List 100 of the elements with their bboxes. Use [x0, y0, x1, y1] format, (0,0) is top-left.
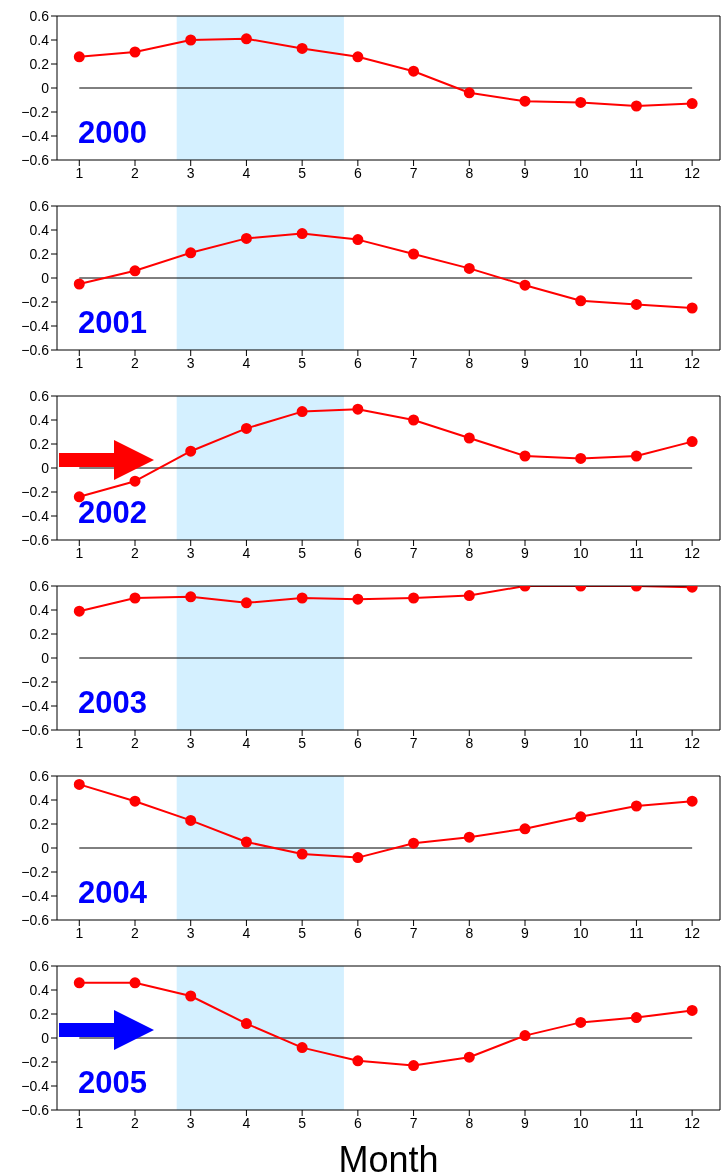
x-tick-label: 3: [186, 924, 195, 941]
y-tick-label: −0.2: [21, 1053, 50, 1070]
x-tick-label: 8: [465, 164, 474, 181]
x-tick-label: 9: [521, 354, 530, 371]
x-tick-label: 10: [572, 544, 589, 561]
y-tick-label: −0.6: [21, 341, 50, 358]
x-tick-label: 12: [684, 1114, 701, 1131]
y-tick-label: 0: [41, 1029, 50, 1046]
y-tick-label: 0.4: [29, 981, 50, 998]
y-tick-label: 0.2: [29, 435, 50, 452]
y-tick-label: 0.2: [29, 55, 50, 72]
y-tick-label: −0.2: [21, 863, 50, 880]
y-tick-label: −0.2: [21, 673, 50, 690]
x-tick-label: 11: [629, 734, 644, 751]
annotation: 2002: [78, 495, 147, 531]
x-tick-label: 5: [298, 354, 307, 371]
y-tick-label: −0.2: [21, 483, 50, 500]
x-tick-label: 1: [75, 164, 84, 181]
y-tick-label: 0.4: [29, 791, 50, 808]
x-tick-label: 6: [353, 354, 362, 371]
y-tick-label: 0: [41, 649, 50, 666]
x-tick-label: 7: [409, 1114, 418, 1131]
y-tick-label: 0.2: [29, 1005, 50, 1022]
y-tick-label: −0.4: [21, 887, 50, 904]
y-tick-label: 0: [41, 459, 50, 476]
x-tick-label: 12: [684, 544, 701, 561]
x-tick-label: 4: [242, 354, 251, 371]
x-axis-title: Month: [338, 1139, 439, 1173]
y-tick-label: 0.2: [29, 815, 50, 832]
x-tick-label: 5: [298, 164, 307, 181]
x-tick-label: 6: [353, 924, 362, 941]
x-tick-label: 2: [131, 164, 140, 181]
x-tick-label: 2: [131, 734, 140, 751]
x-tick-label: 4: [242, 924, 251, 941]
y-tick-label: 0.6: [29, 767, 50, 784]
x-tick-label: 12: [684, 734, 701, 751]
y-tick-label: −0.6: [21, 911, 50, 928]
x-tick-label: 4: [242, 164, 251, 181]
y-tick-label: 0.6: [29, 197, 50, 214]
y-tick-label: −0.4: [21, 1077, 50, 1094]
y-tick-label: −0.4: [21, 127, 50, 144]
x-tick-label: 8: [465, 354, 474, 371]
x-tick-label: 10: [572, 1114, 589, 1131]
y-tick-label: 0.2: [29, 245, 50, 262]
x-tick-label: 5: [298, 924, 307, 941]
y-tick-label: 0: [41, 79, 50, 96]
x-tick-label: 6: [353, 164, 362, 181]
x-tick-label: 12: [684, 924, 701, 941]
y-tick-label: 0.4: [29, 601, 50, 618]
x-tick-label: 8: [465, 734, 474, 751]
y-tick-label: 0: [41, 269, 50, 286]
x-tick-label: 5: [298, 544, 307, 561]
annotation: 2005: [78, 1065, 147, 1101]
x-tick-label: 9: [521, 734, 530, 751]
x-tick-label: 11: [629, 354, 644, 371]
x-tick-label: 7: [409, 544, 418, 561]
y-tick-label: 0.4: [29, 221, 50, 238]
x-tick-label: 10: [572, 734, 589, 751]
y-tick-label: −0.6: [21, 721, 50, 738]
x-tick-label: 1: [75, 544, 84, 561]
x-tick-label: 11: [629, 544, 644, 561]
x-tick-label: 6: [353, 544, 362, 561]
x-tick-label: 4: [242, 734, 251, 751]
x-tick-label: 9: [521, 164, 530, 181]
y-tick-label: −0.6: [21, 531, 50, 548]
x-tick-label: 2: [131, 924, 140, 941]
x-tick-label: 1: [75, 1114, 84, 1131]
x-tick-label: 11: [629, 1114, 644, 1131]
x-tick-label: 10: [572, 924, 589, 941]
x-tick-label: 8: [465, 1114, 474, 1131]
x-tick-label: 12: [684, 354, 701, 371]
x-tick-label: 9: [521, 1114, 530, 1131]
x-tick-label: 4: [242, 544, 251, 561]
x-tick-label: 2: [131, 354, 140, 371]
x-tick-label: 1: [75, 924, 84, 941]
x-tick-label: 4: [242, 1114, 251, 1131]
x-tick-label: 11: [629, 924, 644, 941]
annotation: 2001: [78, 305, 147, 341]
x-tick-label: 2: [131, 544, 140, 561]
x-tick-label: 12: [684, 164, 701, 181]
y-tick-label: 0.6: [29, 7, 50, 24]
y-tick-label: −0.4: [21, 317, 50, 334]
y-tick-label: −0.4: [21, 697, 50, 714]
x-tick-label: 1: [75, 734, 84, 751]
y-tick-label: −0.2: [21, 103, 50, 120]
annotation: 2000: [78, 115, 147, 151]
x-tick-label: 6: [353, 734, 362, 751]
y-tick-label: 0.4: [29, 31, 50, 48]
x-tick-label: 3: [186, 354, 195, 371]
x-tick-label: 7: [409, 734, 418, 751]
x-tick-label: 7: [409, 354, 418, 371]
x-tick-label: 6: [353, 1114, 362, 1131]
y-tick-label: 0.4: [29, 411, 50, 428]
x-tick-label: 2: [131, 1114, 140, 1131]
y-tick-label: −0.2: [21, 293, 50, 310]
x-tick-label: 1: [75, 354, 84, 371]
y-tick-label: 0.6: [29, 957, 50, 974]
x-tick-label: 7: [409, 164, 418, 181]
x-tick-label: 10: [572, 164, 589, 181]
x-tick-label: 8: [465, 544, 474, 561]
